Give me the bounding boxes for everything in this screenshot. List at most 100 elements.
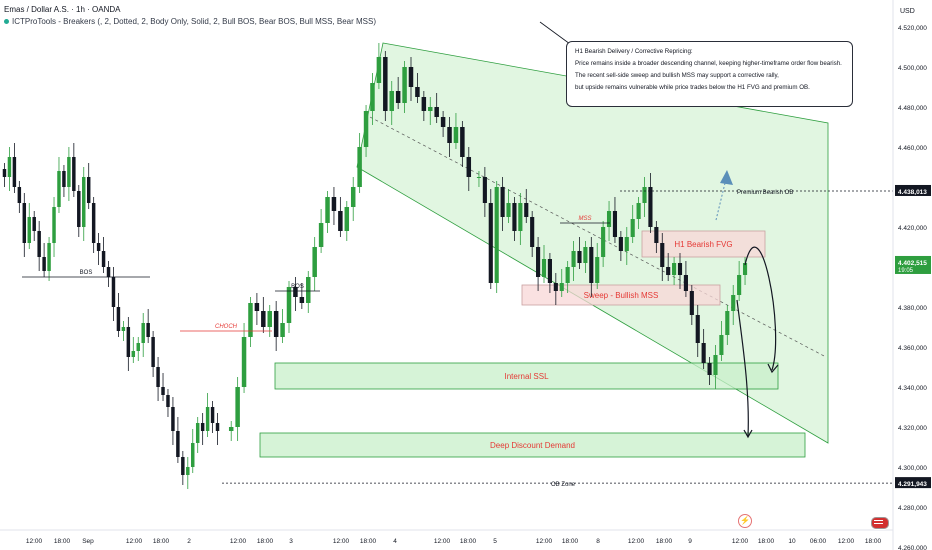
time-axis[interactable]: 12:00 18:00 Sep 12:00 18:00 2 12:00 18:00 3 12:00… <box>0 529 893 545</box>
time-tick: 18:00 <box>460 538 477 545</box>
time-tick: 18:00 <box>153 538 170 545</box>
candle-body <box>141 323 145 343</box>
chart-title: Emas / Dollar A.S. · 1h · OANDA <box>4 5 121 14</box>
time-tick: 18:00 <box>758 538 775 545</box>
candle-body <box>376 57 382 83</box>
candle-body <box>553 283 558 291</box>
price-tick: 4.420,000 <box>898 225 927 232</box>
candle-body <box>186 467 190 475</box>
candle-body <box>488 203 493 283</box>
zone-label: Sweep - Bullish MSS <box>584 291 659 300</box>
indicator-label[interactable]: ICTProTools - Breakers (, 2, Dotted, 2, … <box>4 17 376 26</box>
time-tick: 9 <box>688 538 692 545</box>
candle-body <box>571 251 576 267</box>
candle-body <box>2 169 7 177</box>
candle-body <box>389 91 394 111</box>
price-tick: 4.320,000 <box>898 425 927 432</box>
candle-body <box>731 295 736 311</box>
time-tick: 12:00 <box>126 538 143 545</box>
candle-body <box>695 315 700 343</box>
candle-body <box>306 277 311 303</box>
us-flag-icon[interactable] <box>870 516 890 530</box>
time-tick: 12:00 <box>434 538 451 545</box>
note-line: Price remains inside a broader descendin… <box>575 60 842 67</box>
candle-body <box>181 457 185 475</box>
candle-body <box>331 197 337 211</box>
candle-body <box>453 127 459 143</box>
price-badge-label: 4.438,013 <box>898 189 927 196</box>
candle-body <box>136 343 140 351</box>
candle-body <box>241 337 247 387</box>
analysis-note: H1 Bearish Delivery / Corrective Reprici… <box>566 41 853 107</box>
price-tick: 4.480,000 <box>898 105 927 112</box>
candle-body <box>559 283 564 291</box>
candle-body <box>536 247 541 277</box>
arrow-head-icon <box>767 363 779 374</box>
candle-body <box>447 127 452 143</box>
candle-body <box>195 423 200 443</box>
candle-body <box>530 217 535 247</box>
candle-body <box>293 287 298 297</box>
candle-body <box>506 203 511 217</box>
channel-midline <box>369 116 827 358</box>
candle-body <box>111 277 116 307</box>
price-axis[interactable]: USD 4.260,000 4.280,000 4.300,000 4.320,000 4… <box>892 0 932 550</box>
candle-body <box>57 171 61 207</box>
candle-body <box>725 311 730 335</box>
candle-body <box>707 363 712 375</box>
candle-body <box>466 157 472 177</box>
zone-label: H1 Bearish FVG <box>674 240 732 249</box>
candle-body <box>344 207 350 231</box>
level-label: BOS <box>80 270 93 276</box>
candle-body <box>737 275 742 295</box>
candle-body <box>176 431 180 457</box>
candle-body <box>32 217 36 231</box>
candle-body <box>654 227 659 243</box>
candle-body <box>210 407 215 423</box>
candle-body <box>482 177 487 203</box>
price-tick: 4.380,000 <box>898 305 927 312</box>
candle-body <box>261 311 266 327</box>
price-tick: 4.340,000 <box>898 385 927 392</box>
candle-body <box>363 111 369 147</box>
time-tick: Sep <box>82 538 94 545</box>
candle-body <box>205 407 210 431</box>
candle-body <box>494 187 499 283</box>
candle-body <box>338 211 343 231</box>
lightning-icon[interactable]: ⚡ <box>738 514 752 528</box>
candle-body <box>82 177 86 227</box>
time-tick: 12:00 <box>628 538 645 545</box>
time-tick: 12:00 <box>333 538 350 545</box>
candle-body <box>713 355 718 375</box>
time-tick: 12:00 <box>838 538 855 545</box>
level-label: MSS <box>578 216 591 222</box>
candle-body <box>52 207 56 243</box>
candle-body <box>72 157 76 191</box>
candle-body <box>666 267 671 275</box>
level-label: OB Zone <box>551 482 576 488</box>
zones-layer: H1 Bearish FVG Sweep - Bullish MSS Interna… <box>259 42 829 458</box>
price-tick: 4.520,000 <box>898 25 927 32</box>
candle-body <box>42 257 46 271</box>
candle-body <box>191 443 195 467</box>
candle-body <box>660 243 665 267</box>
candle-body <box>547 259 552 283</box>
candle-body <box>86 177 91 203</box>
candle-body <box>91 203 96 243</box>
candle-body <box>595 257 600 283</box>
candle-body <box>408 67 414 87</box>
price-tick: 4.360,000 <box>898 345 927 352</box>
price-tick: 4.460,000 <box>898 145 927 152</box>
candle-body <box>126 327 131 357</box>
candle-body <box>648 187 653 227</box>
candle-body <box>512 203 517 231</box>
time-tick: 18:00 <box>562 538 579 545</box>
arrow-head-icon <box>743 429 753 439</box>
candle-body <box>357 147 362 187</box>
candle-body <box>215 423 220 431</box>
candle-body <box>565 267 570 283</box>
price-badge <box>895 477 931 489</box>
time-tick: 4 <box>393 538 397 545</box>
candle-body <box>280 323 285 337</box>
